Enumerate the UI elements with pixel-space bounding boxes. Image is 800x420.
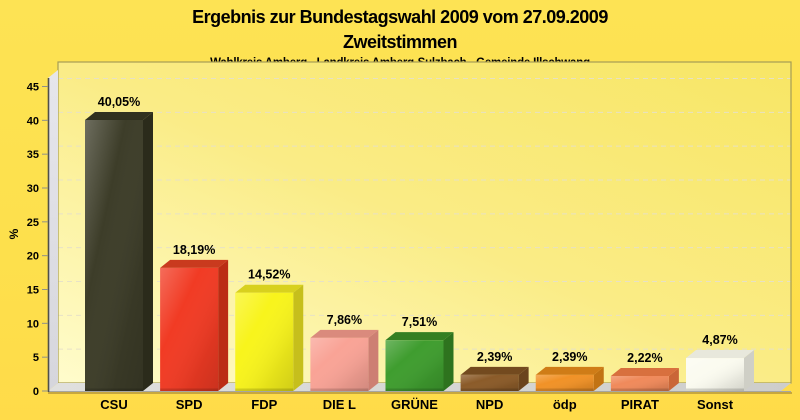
plot-left-wall <box>48 70 58 391</box>
bar-front-shade <box>160 267 219 391</box>
bar-fdp <box>235 284 304 391</box>
bar-gruene <box>385 332 454 391</box>
x-category-label: CSU <box>100 397 127 412</box>
bar-top-face <box>535 366 604 375</box>
bar-value-label: 14,52% <box>248 268 290 282</box>
bar-side-face <box>668 367 679 391</box>
x-category-label: NPD <box>476 397 503 412</box>
y-tick-label: 0 <box>33 386 39 398</box>
bar-side-face <box>368 329 379 391</box>
bar-front-shade <box>460 374 519 391</box>
bar-value-label: 7,86% <box>327 313 362 327</box>
bar-side-face <box>443 332 454 391</box>
bar-value-label: 2,39% <box>552 350 587 364</box>
bar-oedp <box>535 366 604 391</box>
bar-top-face <box>160 259 229 268</box>
bar-base-shadow <box>610 388 669 391</box>
y-tick-label: 5 <box>33 352 39 364</box>
x-category-label: FDP <box>251 397 277 412</box>
bar-front-shade <box>235 292 294 391</box>
bar-top-face <box>235 284 304 293</box>
bar-base-shadow <box>85 388 143 391</box>
bar-npd <box>460 366 529 391</box>
y-tick-label: 35 <box>27 149 39 161</box>
x-category-label: SPD <box>176 397 203 412</box>
bar-front-shade <box>385 340 444 391</box>
bar-value-label: 2,22% <box>627 351 662 365</box>
bar-sonst <box>686 350 754 391</box>
bar-front-shade <box>610 375 669 391</box>
bar-base-shadow <box>160 388 219 391</box>
bar-front-shade <box>85 119 143 392</box>
bar-value-label: 40,05% <box>98 95 140 109</box>
x-category-label: Sonst <box>697 397 734 412</box>
bar-base-shadow <box>535 388 594 391</box>
bar-value-label: 2,39% <box>477 350 512 364</box>
chart-subtitle: Zweitstimmen <box>342 32 458 52</box>
y-tick-label: 40 <box>27 115 39 127</box>
y-tick-label: 10 <box>27 318 39 330</box>
bar-value-label: 7,51% <box>402 315 437 329</box>
bar-top-face <box>310 329 379 338</box>
bar-base-shadow <box>235 388 294 391</box>
bar-front-shade <box>310 337 369 391</box>
bar-top-face <box>610 367 679 376</box>
bar-base-shadow <box>385 388 444 391</box>
bar-front-shade <box>686 358 744 391</box>
bar-base-shadow <box>460 388 519 391</box>
y-tick-label: 25 <box>27 217 39 229</box>
x-category-label: ödp <box>553 397 577 412</box>
bar-front-shade <box>535 374 594 391</box>
bar-top-face <box>385 332 454 341</box>
x-category-label: DIE L <box>323 397 356 412</box>
bar-side-face <box>293 284 304 391</box>
bar-side-face <box>593 366 604 391</box>
bar-top-face <box>460 366 529 375</box>
bar-base-shadow <box>686 388 744 391</box>
bar-top-face <box>686 350 754 359</box>
bar-side-face <box>518 366 529 391</box>
y-tick-label: 20 <box>27 251 39 263</box>
x-category-label: PIRAT <box>621 397 659 412</box>
y-tick-label: 45 <box>27 82 39 94</box>
bar-value-label: 4,87% <box>702 333 737 347</box>
bar-csu <box>85 111 153 392</box>
y-tick-label: 30 <box>27 183 39 195</box>
bar-side-face <box>218 259 229 391</box>
y-tick-label: 15 <box>27 285 39 297</box>
bar-top-face <box>85 111 153 120</box>
bar-die-l <box>310 329 379 391</box>
bar-base-shadow <box>310 388 369 391</box>
bar-pirat <box>610 367 679 391</box>
bar-side-face <box>744 350 754 391</box>
bar-value-label: 18,19% <box>173 243 215 257</box>
chart-title: Ergebnis zur Bundestagswahl 2009 vom 27.… <box>192 7 608 27</box>
x-category-label: GRÜNE <box>391 397 438 412</box>
bar-spd <box>160 259 229 391</box>
bar-side-face <box>143 111 153 392</box>
